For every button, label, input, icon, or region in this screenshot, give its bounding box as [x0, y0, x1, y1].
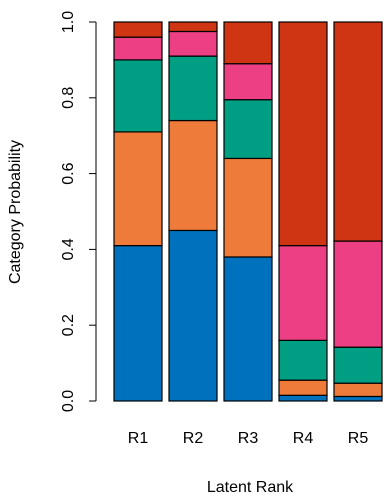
x-tick-label-r5: R5	[348, 430, 369, 447]
x-tick-label-r4: R4	[293, 430, 314, 447]
y-tick-label: 0.6	[60, 162, 77, 184]
x-axis-title: Latent Rank	[207, 479, 294, 496]
y-axis-title: Category Probability	[7, 140, 24, 284]
bar-segment-r5-s4	[333, 240, 383, 348]
bar-segment-r5-s2	[333, 382, 383, 398]
bar-segment-r2-s3	[168, 55, 218, 122]
bar-segment-r2-s1	[168, 229, 218, 402]
x-axis: R1 R2 R3 R4 R5	[128, 430, 369, 447]
bar-segment-r3-s3	[223, 99, 273, 160]
bars-layer	[113, 21, 383, 402]
bar-segment-r4-s3	[278, 339, 328, 381]
bar-segment-r3-s2	[223, 157, 273, 258]
x-tick-label-r3: R3	[238, 430, 259, 447]
y-tick-label: 1.0	[60, 11, 77, 33]
bar-segment-r5-s5	[333, 21, 383, 242]
bar-segment-r2-s5	[168, 21, 218, 33]
bar-segment-r1-s2	[113, 131, 163, 247]
bar-segment-r3-s4	[223, 63, 273, 101]
bar-segment-r3-s5	[223, 21, 273, 65]
bar-segment-r5-s3	[333, 346, 383, 384]
x-tick-label-r2: R2	[183, 430, 204, 447]
bar-segment-r4-s4	[278, 245, 328, 341]
y-axis: 0.0 0.2 0.4 0.6 0.8 1.0	[60, 11, 97, 412]
x-tick-label-r1: R1	[128, 430, 149, 447]
bar-segment-r3-s1	[223, 256, 273, 402]
bar-segment-r1-s1	[113, 245, 163, 402]
y-tick-label: 0.2	[60, 314, 77, 336]
bar-segment-r1-s4	[113, 36, 163, 61]
bar-segment-r2-s2	[168, 119, 218, 232]
bar-segment-r4-s5	[278, 21, 328, 247]
bar-segment-r1-s5	[113, 21, 163, 38]
y-tick-label: 0.0	[60, 390, 77, 412]
y-tick-label: 0.8	[60, 87, 77, 109]
bar-segment-r4-s1	[278, 394, 328, 402]
bar-segment-r5-s1	[333, 395, 383, 402]
y-tick-label: 0.4	[60, 238, 77, 260]
bar-segment-r4-s2	[278, 379, 328, 396]
bar-segment-r2-s4	[168, 30, 218, 57]
bar-segment-r1-s3	[113, 59, 163, 133]
